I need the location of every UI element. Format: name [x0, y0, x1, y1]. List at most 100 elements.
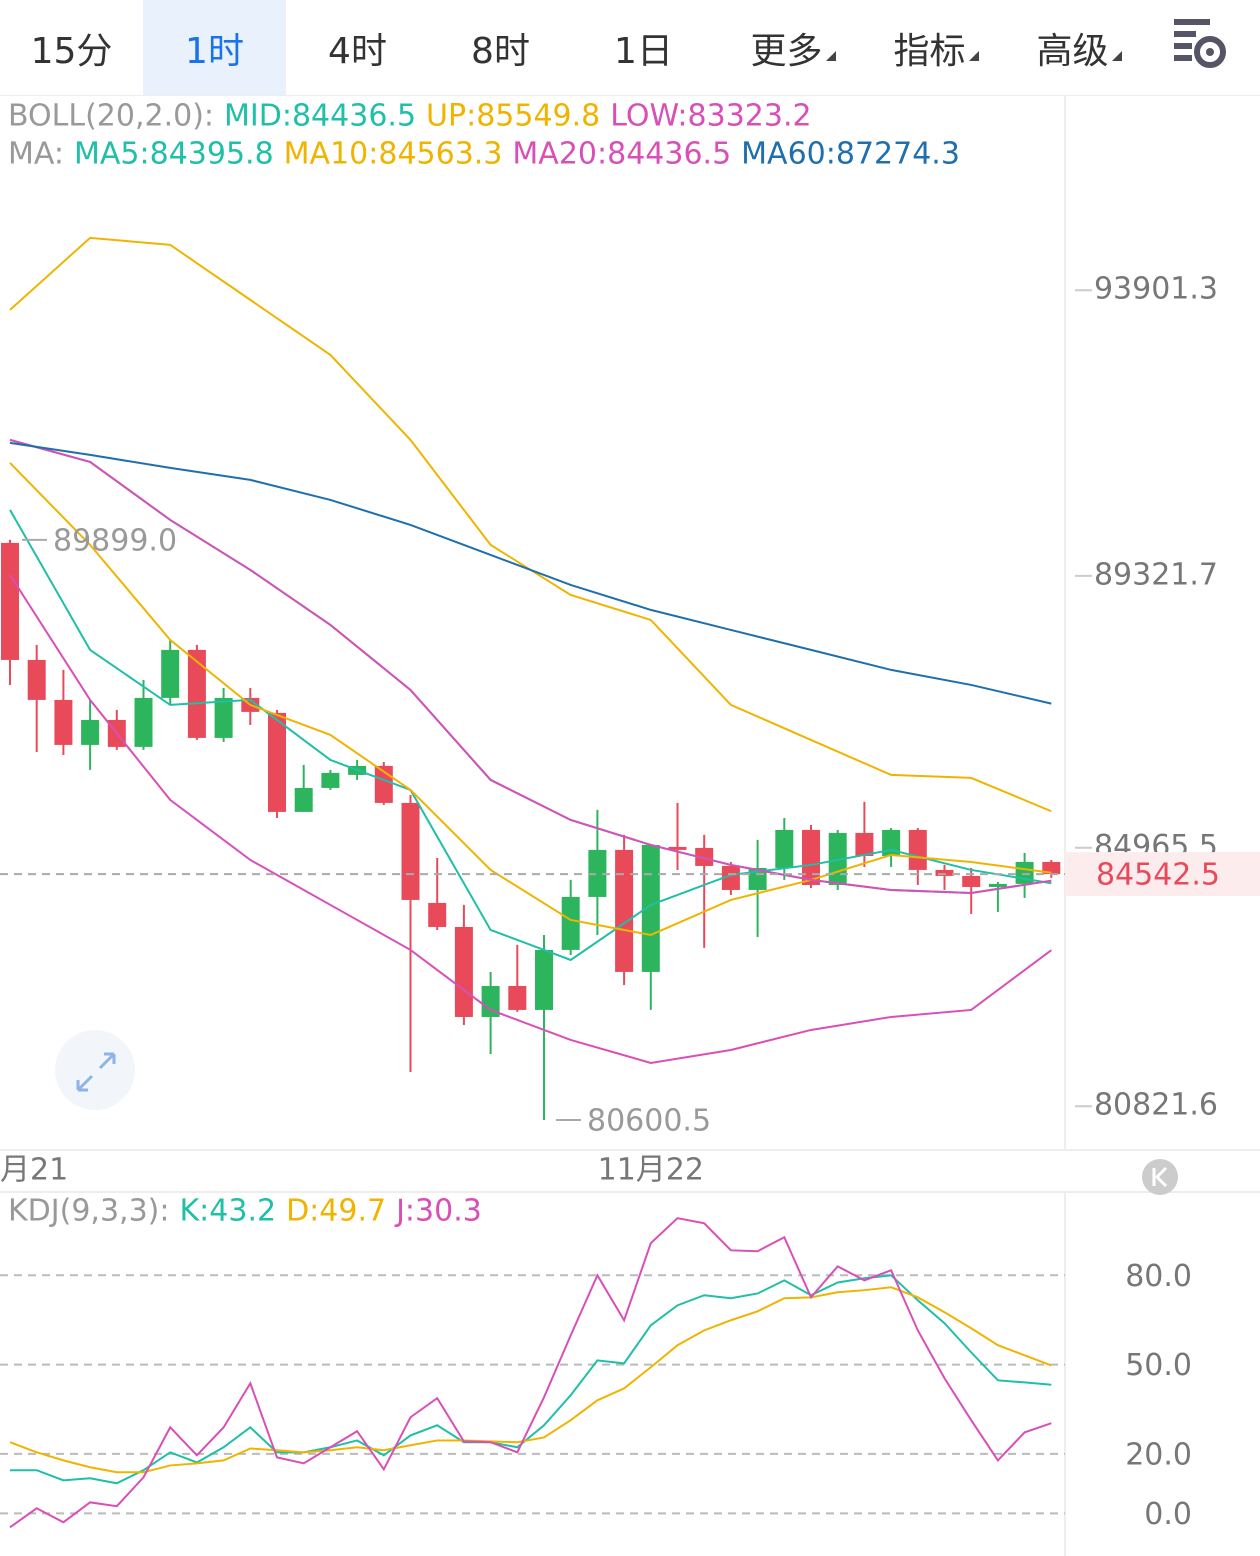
candle-body: [268, 712, 286, 812]
candle-body: [668, 846, 687, 850]
x-tick-label: 11月22: [598, 1153, 704, 1188]
indicator-line: [9, 441, 1052, 705]
legend-item: MA20:84436.5: [512, 137, 731, 172]
indicator-line: [9, 462, 1052, 936]
candle-body: [802, 829, 820, 885]
settings-button[interactable]: [1170, 12, 1230, 72]
period-tab[interactable]: 高级: [1001, 0, 1144, 95]
tab-label: 1时: [185, 30, 244, 72]
candle-body: [721, 865, 740, 890]
candle-body: [962, 875, 981, 887]
candle-body: [321, 772, 340, 788]
kdj-line: [9, 1286, 1052, 1474]
period-tab[interactable]: 指标: [858, 0, 1001, 95]
legend-label: MA:: [8, 137, 64, 172]
period-tabs: 15分 1时 4时 8时 1日 更多 指标 高级: [0, 0, 1260, 96]
candle-body: [134, 697, 153, 747]
candle-body: [54, 699, 73, 745]
candle-body: [588, 849, 607, 897]
dropdown-arrow: [969, 51, 979, 61]
legend-item: K:43.2: [179, 1194, 276, 1229]
k-button[interactable]: [1142, 1159, 1178, 1195]
candle-body: [641, 844, 660, 972]
legend-label: KDJ(9,3,3):: [8, 1194, 169, 1229]
period-tab[interactable]: 1时: [143, 0, 286, 95]
candle-body: [775, 829, 794, 868]
tab-label: 更多: [750, 30, 823, 72]
candle-body: [535, 949, 553, 1010]
candle-body: [508, 985, 527, 1010]
candle-body: [1042, 861, 1061, 875]
period-tab[interactable]: 更多: [715, 0, 858, 95]
k-icon: [1152, 1166, 1168, 1188]
candle-body: [294, 787, 313, 812]
dropdown-arrow: [1112, 51, 1122, 61]
candle-body: [908, 829, 927, 870]
candle-body: [855, 832, 874, 856]
legend-item: MA5:84395.8: [74, 137, 274, 172]
y-tick-label: 89321.7: [1094, 557, 1218, 592]
candle-body: [882, 829, 901, 856]
settings-gear-hub: [1206, 48, 1214, 56]
candle-body: [935, 869, 954, 876]
annotation-label: 89899.0: [53, 523, 177, 558]
last-price-box: [1065, 852, 1260, 897]
candle-body: [428, 902, 447, 927]
last-price-label: 84542.5: [1096, 858, 1220, 893]
tab-label: 1日: [614, 30, 673, 72]
legend-item: MA60:87274.3: [741, 137, 960, 172]
settings-gear: [1194, 36, 1226, 68]
candle-body: [81, 719, 100, 745]
indicator-line: [9, 574, 1052, 1064]
expand-button[interactable]: [55, 1030, 135, 1110]
candle-body: [401, 802, 420, 900]
indicator-line: [9, 438, 1052, 894]
candle-body: [1, 542, 19, 660]
legend-item: J:30.3: [394, 1194, 482, 1229]
legend-item: MA10:84563.3: [284, 137, 503, 172]
legend-item: MID:84436.5: [224, 99, 416, 134]
candle-body: [214, 697, 233, 738]
y-tick-label: 93901.3: [1094, 272, 1218, 307]
y-tick-label: 20.0: [1125, 1437, 1192, 1472]
candle-body: [454, 926, 473, 1017]
tab-label: 指标: [893, 30, 966, 72]
expand-icon: [76, 1052, 116, 1092]
tab-label: 4时: [328, 30, 387, 72]
expand-bg: [55, 1030, 135, 1110]
kdj-line: [9, 1217, 1052, 1529]
candle-body: [695, 847, 714, 866]
y-tick-label: 50.0: [1125, 1348, 1192, 1383]
background: [0, 95, 1260, 1556]
period-tab[interactable]: 15分: [0, 0, 143, 95]
candle-body: [988, 883, 1007, 887]
legend-item: UP:85549.8: [426, 99, 600, 134]
period-tab[interactable]: 4时: [286, 0, 429, 95]
candle-body: [161, 649, 180, 698]
legend-label: BOLL(20,2.0):: [8, 99, 214, 134]
dropdown-arrow: [826, 51, 836, 61]
candle-body: [561, 896, 580, 950]
period-tab[interactable]: 1日: [572, 0, 715, 95]
legend-item: D:49.7: [286, 1194, 386, 1229]
candle-body: [187, 649, 206, 738]
x-tick-label: 月21: [0, 1153, 68, 1188]
indicator-line: [9, 509, 1052, 962]
candle-body: [615, 849, 634, 972]
candle-body: [481, 985, 500, 1017]
kdj-line: [10, 1274, 1052, 1485]
tab-label: 8时: [471, 30, 530, 72]
legend-item: LOW:83323.2: [610, 99, 811, 134]
tab-label: 高级: [1036, 30, 1109, 72]
settings-lines: [1174, 19, 1210, 61]
period-tab[interactable]: 8时: [429, 0, 572, 95]
k-button-bg: [1142, 1159, 1178, 1195]
y-tick-label: 80821.6: [1094, 1088, 1218, 1123]
tab-label: 15分: [30, 30, 113, 72]
y-tick-label: 0.0: [1144, 1497, 1192, 1532]
y-tick-label: 80.0: [1125, 1259, 1192, 1294]
candle-body: [27, 659, 46, 700]
annotation-label: 80600.5: [587, 1104, 711, 1139]
